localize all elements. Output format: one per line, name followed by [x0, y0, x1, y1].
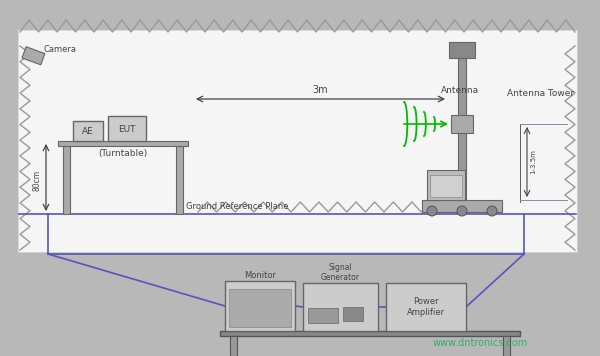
Text: (Turntable): (Turntable) [98, 149, 148, 158]
Text: Antenna Tower: Antenna Tower [507, 89, 574, 99]
Bar [18, 30, 577, 252]
Bar [10, 22, 18, 260]
Bar [230, 336, 237, 356]
Text: Monitor: Monitor [244, 271, 276, 280]
Bar [422, 200, 502, 212]
Bar [503, 336, 510, 356]
Bar [308, 308, 338, 323]
Bar [225, 281, 295, 331]
Bar [10, 22, 585, 260]
Bar [220, 331, 520, 336]
Bar [63, 146, 70, 214]
Text: 80cm: 80cm [33, 169, 42, 190]
Bar [386, 283, 466, 331]
Bar [427, 170, 465, 200]
Circle shape [427, 206, 437, 216]
Text: Ground Reference Plane: Ground Reference Plane [186, 202, 289, 211]
Bar [458, 58, 466, 209]
Text: Signal
Generator: Signal Generator [320, 263, 359, 282]
Text: Antenna: Antenna [441, 86, 479, 95]
Text: 1-3.5m: 1-3.5m [530, 150, 536, 174]
Text: 3m: 3m [313, 85, 328, 95]
Bar [22, 47, 45, 65]
Text: AE: AE [82, 126, 94, 136]
Bar [430, 175, 462, 197]
Text: www.dntronics.com: www.dntronics.com [433, 338, 527, 348]
Bar [303, 283, 378, 331]
Bar [108, 116, 146, 141]
Bar [229, 289, 291, 327]
Bar [58, 141, 188, 146]
Circle shape [487, 206, 497, 216]
Bar [577, 22, 585, 260]
Bar [449, 42, 475, 58]
Text: Power
Amplifier: Power Amplifier [407, 297, 445, 317]
Bar [451, 115, 473, 133]
Bar [343, 307, 363, 321]
Circle shape [457, 206, 467, 216]
Text: EUT: EUT [118, 125, 136, 134]
Bar [10, 22, 585, 30]
Text: Camera: Camera [44, 46, 77, 54]
Bar [73, 121, 103, 141]
Bar [176, 146, 183, 214]
Bar [10, 252, 585, 260]
